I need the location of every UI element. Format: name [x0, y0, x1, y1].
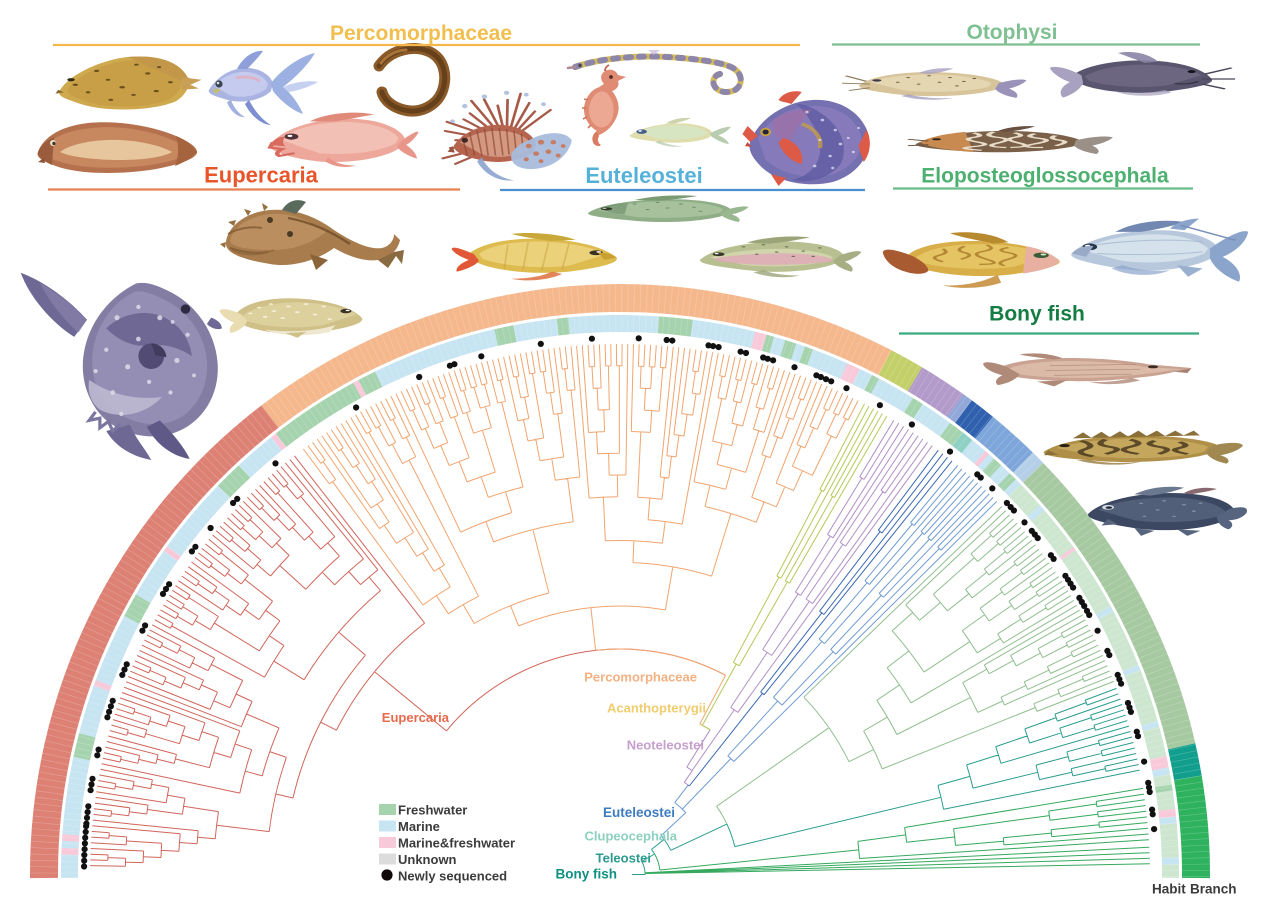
- svg-text:Newly sequenced: Newly sequenced: [398, 869, 507, 884]
- svg-text:Habit: Habit: [1152, 882, 1186, 897]
- svg-text:Branch: Branch: [1190, 882, 1237, 897]
- svg-text:Neoteleostei: Neoteleostei: [627, 738, 704, 753]
- svg-text:Eupercaria: Eupercaria: [204, 163, 318, 188]
- svg-text:Bony fish: Bony fish: [555, 867, 617, 882]
- svg-text:Unknown: Unknown: [398, 852, 457, 867]
- svg-text:Teleostei: Teleostei: [596, 851, 651, 866]
- svg-text:Marine&freshwater: Marine&freshwater: [398, 836, 515, 851]
- svg-text:Percomorphaceae: Percomorphaceae: [330, 22, 512, 45]
- svg-text:Euteleostei: Euteleostei: [585, 163, 702, 188]
- svg-text:Eloposteoglossocephala: Eloposteoglossocephala: [921, 165, 1169, 188]
- svg-text:Bony fish: Bony fish: [989, 303, 1085, 326]
- svg-text:Euteleostei: Euteleostei: [603, 805, 675, 820]
- svg-text:Acanthopterygii: Acanthopterygii: [607, 701, 706, 716]
- svg-text:Marine: Marine: [398, 819, 440, 834]
- svg-text:Eupercaria: Eupercaria: [382, 710, 450, 725]
- svg-text:Freshwater: Freshwater: [398, 803, 467, 818]
- svg-text:Otophysi: Otophysi: [966, 21, 1057, 44]
- svg-text:Clupeocephala: Clupeocephala: [585, 829, 678, 844]
- svg-text:Percomorphaceae: Percomorphaceae: [584, 670, 697, 685]
